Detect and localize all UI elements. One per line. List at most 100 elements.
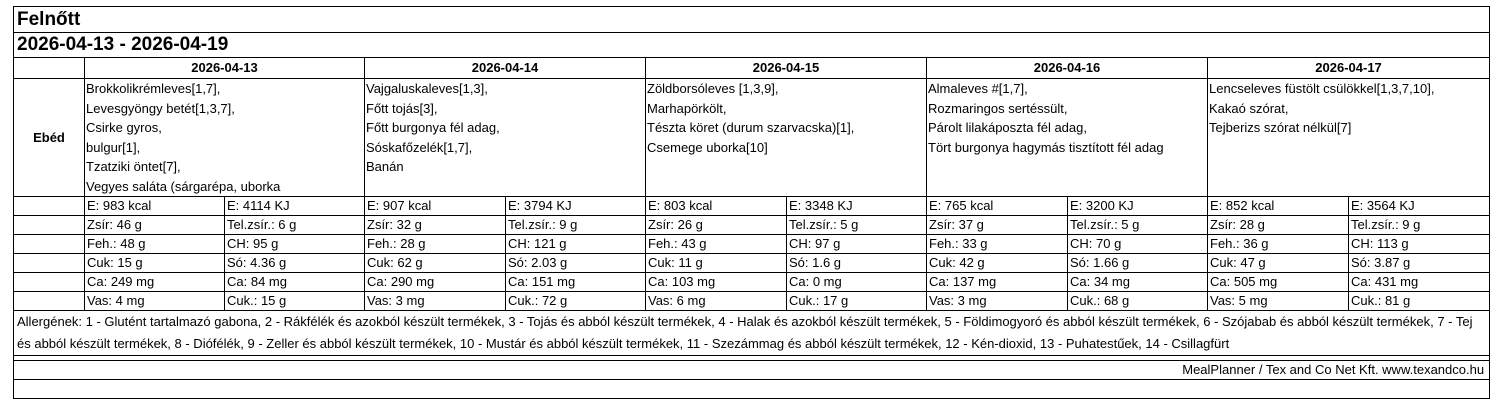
menu-item: Tejberizs szórat nélkül[7]: [1209, 120, 1352, 135]
nutrition-value: CH: 121 g: [505, 234, 646, 254]
day-header: 2026-04-17: [1206, 57, 1491, 79]
nutrition-value: Cuk: 15 g: [84, 253, 225, 273]
nutrition-value: Feh.: 33 g: [926, 234, 1068, 254]
day-menu: Lencseleves füstölt csülökkel[1,3,7,10],…: [1206, 78, 1491, 197]
nutrition-row: Vas: 4 mg Cuk.: 15 g Vas: 3 mg Cuk.: 72 g Va…: [13, 291, 1491, 311]
menu-item: Vajgaluskaleves[1,3],: [366, 81, 488, 96]
footer-credit: MealPlanner / Tex and Co Net Kft. www.te…: [12, 360, 1491, 380]
nutrition-row: Ca: 249 mg Ca: 84 mg Ca: 290 mg Ca: 151 mg C…: [13, 272, 1491, 292]
nutrition-value: E: 983 kcal: [84, 196, 225, 216]
menu-item: Vegyes saláta (sárgarépa, uborka: [86, 178, 281, 194]
nutrition-value: Tel.zsír.: 6 g: [224, 215, 365, 235]
nutrition-value: Tel.zsír.: 9 g: [505, 215, 646, 235]
menu-item: Tészta köret (durum szarvacska)[1],: [647, 120, 855, 135]
day-menu: Almaleves #[1,7], Rozmaringos sertéssült,…: [926, 78, 1208, 197]
nutrition-value: E: 852 kcal: [1207, 196, 1349, 216]
day-header: 2026-04-15: [645, 57, 927, 79]
nutrition-value: CH: 97 g: [786, 234, 927, 254]
nutrition-value: Só: 1.6 g: [786, 253, 927, 273]
nutrition-row: Cuk: 15 g Só: 4.36 g Cuk: 62 g Só: 2.03 g Cu…: [13, 253, 1491, 273]
menu-item: Rozmaringos sertéssült,: [928, 100, 1068, 116]
nutrition-value: Ca: 137 mg: [926, 272, 1068, 292]
nutrition-value: E: 3564 KJ: [1347, 196, 1491, 216]
nutrition-value: Cuk.: 17 g: [786, 291, 927, 311]
page-title: Felnőtt: [12, 6, 1491, 33]
menu-item: Sóskafőzelék[1,7],: [366, 139, 473, 155]
nutrition-value: Cuk: 62 g: [364, 253, 506, 273]
nutrition-row: E: 983 kcal E: 4114 KJ E: 907 kcal E: 3794 …: [13, 196, 1491, 216]
day-menu: Vajgaluskaleves[1,3], Főtt tojás[3], Főtt …: [364, 78, 646, 197]
menu-item: Almaleves #[1,7],: [928, 81, 1028, 96]
menu-item: Brokkolikrémleves[1,7],: [86, 81, 221, 96]
menu-item: Csemege uborka[10]: [647, 139, 768, 155]
empty-label-cell: [13, 272, 85, 292]
nutrition-value: Só: 2.03 g: [505, 253, 646, 273]
nutrition-value: Só: 3.87 g: [1347, 253, 1491, 273]
corner-cell: [13, 57, 85, 79]
empty-row: [12, 379, 1491, 399]
nutrition-value: Ca: 249 mg: [84, 272, 225, 292]
nutrition-value: CH: 95 g: [224, 234, 365, 254]
nutrition-value: Vas: 6 mg: [645, 291, 787, 311]
empty-label-cell: [13, 196, 85, 216]
nutrition-value: Cuk: 11 g: [645, 253, 787, 273]
nutrition-value: Cuk.: 72 g: [505, 291, 646, 311]
menu-item: Főtt burgonya fél adag,: [366, 120, 500, 135]
nutrition-value: Cuk: 42 g: [926, 253, 1068, 273]
nutrition-value: E: 765 kcal: [926, 196, 1068, 216]
menu-item: Tzatziki öntet[7],: [86, 159, 181, 174]
nutrition-value: E: 3200 KJ: [1067, 196, 1208, 216]
nutrition-value: Cuk: 47 g: [1207, 253, 1349, 273]
nutrition-value: Tel.zsír.: 9 g: [1347, 215, 1491, 235]
nutrition-value: Tel.zsír.: 5 g: [1067, 215, 1208, 235]
day-header: 2026-04-13: [84, 57, 365, 79]
menu-item: Levesgyöngy betét[1,3,7],: [86, 100, 235, 116]
nutrition-value: Vas: 3 mg: [926, 291, 1068, 311]
menu-sheet: Felnőtt 2026-04-13 - 2026-04-19 2026-04-…: [12, 6, 1491, 399]
nutrition-value: Zsír: 46 g: [84, 215, 225, 235]
nutrition-value: Feh.: 36 g: [1207, 234, 1349, 254]
menu-item: Tört burgonya hagymás tisztított fél ada…: [928, 139, 1164, 155]
date-range: 2026-04-13 - 2026-04-19: [12, 32, 1491, 58]
nutrition-value: Vas: 4 mg: [84, 291, 225, 311]
nutrition-value: Ca: 151 mg: [505, 272, 646, 292]
meal-label: Ebéd: [13, 78, 85, 197]
menu-item: Lencseleves füstölt csülökkel[1,3,7,10],: [1209, 81, 1435, 96]
nutrition-value: Zsír: 26 g: [645, 215, 787, 235]
menu-item: Zöldborsóleves [1,3,9],: [647, 81, 779, 96]
menu-item: Marhapörkölt,: [647, 100, 727, 116]
nutrition-value: Feh.: 48 g: [84, 234, 225, 254]
nutrition-value: E: 803 kcal: [645, 196, 787, 216]
nutrition-value: Ca: 0 mg: [786, 272, 927, 292]
nutrition-value: Ca: 34 mg: [1067, 272, 1208, 292]
menu-item: Kakaó szórat,: [1209, 100, 1289, 116]
nutrition-value: Só: 4.36 g: [224, 253, 365, 273]
empty-label-cell: [13, 234, 85, 254]
nutrition-value: Vas: 5 mg: [1207, 291, 1349, 311]
day-header: 2026-04-14: [364, 57, 646, 79]
day-menu: Brokkolikrémleves[1,7], Levesgyöngy betét…: [84, 78, 365, 197]
nutrition-value: Tel.zsír.: 5 g: [786, 215, 927, 235]
allergen-legend: Allergének: 1 - Glutént tartalmazó gabon…: [12, 310, 1491, 356]
nutrition-value: Vas: 3 mg: [364, 291, 506, 311]
nutrition-value: Feh.: 43 g: [645, 234, 787, 254]
nutrition-value: Ca: 290 mg: [364, 272, 506, 292]
menu-item: Banán: [366, 159, 404, 174]
nutrition-value: E: 907 kcal: [364, 196, 506, 216]
menu-item: Párolt lilakáposzta fél adag,: [928, 120, 1087, 135]
menu-item: bulgur[1],: [86, 139, 141, 155]
day-menu: Zöldborsóleves [1,3,9], Marhapörkölt, Tész…: [645, 78, 927, 197]
day-header: 2026-04-16: [926, 57, 1208, 79]
nutrition-value: Zsír: 32 g: [364, 215, 506, 235]
empty-label-cell: [13, 253, 85, 273]
menu-item: Csirke gyros,: [86, 120, 162, 135]
empty-label-cell: [13, 215, 85, 235]
nutrition-value: Cuk.: 81 g: [1347, 291, 1491, 311]
nutrition-value: CH: 70 g: [1067, 234, 1208, 254]
menu-item: Főtt tojás[3],: [366, 100, 438, 116]
nutrition-value: Só: 1.66 g: [1067, 253, 1208, 273]
menu-table: Felnőtt 2026-04-13 - 2026-04-19 2026-04-…: [12, 6, 1491, 399]
nutrition-value: Cuk.: 15 g: [224, 291, 365, 311]
nutrition-value: E: 3348 KJ: [786, 196, 927, 216]
nutrition-value: Feh.: 28 g: [364, 234, 506, 254]
